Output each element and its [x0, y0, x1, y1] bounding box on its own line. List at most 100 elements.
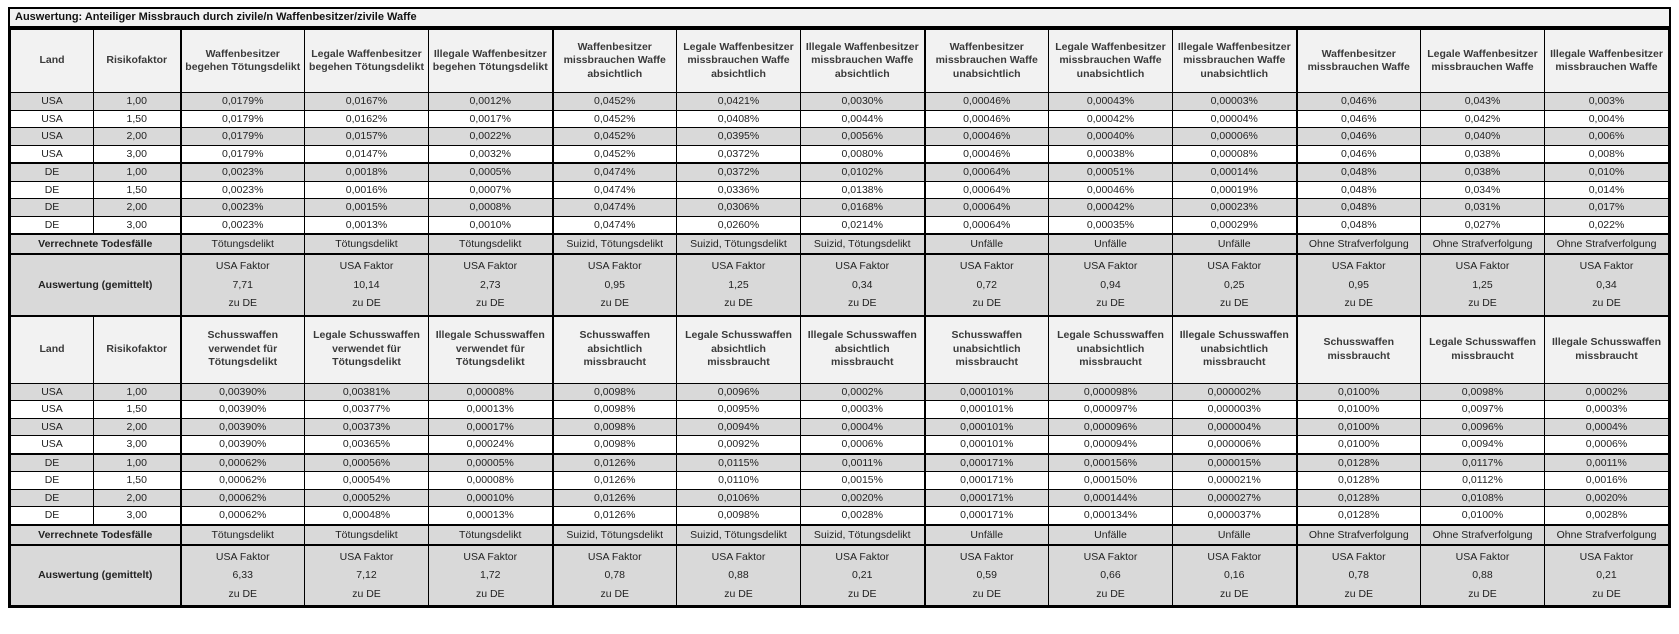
- usa-faktor-value: 0,94: [1100, 278, 1121, 291]
- column-header: Land: [10, 314, 94, 384]
- value-cell: 0,00381%: [304, 382, 429, 401]
- death-category-row: Verrechnete Todesfälle Tötungsdelikt Tötun…: [10, 523, 1669, 545]
- column-header: Schusswaffen absichtlich missbraucht: [551, 314, 677, 384]
- usa-factor-cell: USA Faktor 10,14 zu DE: [304, 253, 429, 316]
- value-cell: 0,00064%: [923, 162, 1049, 182]
- value-cell: 0,00006%: [1172, 127, 1297, 146]
- usa-faktor-value: 0,95: [604, 278, 625, 291]
- death-category-cell: Suizid, Tötungsdelikt: [676, 233, 801, 255]
- value-cell: 0,00052%: [304, 488, 429, 507]
- death-category-cell: Tötungsdelikt: [179, 523, 305, 545]
- usa-factor-cell: USA Faktor 0,95 zu DE: [1295, 253, 1421, 316]
- summary-row: Auswertung (gemittelt) USA Faktor 7,71 zu D…: [10, 253, 1669, 316]
- usa-factor-cell: USA Faktor 0,72 zu DE: [923, 253, 1049, 316]
- value-cell: 0,0028%: [800, 506, 925, 525]
- usa-faktor-caption: USA Faktor: [959, 550, 1014, 563]
- value-cell: 0,0006%: [800, 435, 925, 454]
- value-cell: 0,000098%: [1048, 382, 1173, 401]
- zu-de-caption: zu DE: [724, 297, 753, 309]
- value-cell: 0,042%: [1420, 109, 1545, 128]
- usa-faktor-value: 0,88: [1472, 569, 1493, 581]
- value-cell: 0,0421%: [676, 92, 801, 111]
- usa-faktor-caption: USA Faktor: [215, 550, 270, 563]
- value-cell: 0,0013%: [304, 215, 429, 235]
- column-header: Risikofaktor: [93, 28, 181, 93]
- value-cell: 0,043%: [1420, 92, 1545, 111]
- country-cell: DE: [10, 215, 94, 235]
- usa-faktor-value: 0,88: [728, 569, 749, 581]
- value-cell: 0,00046%: [923, 144, 1049, 164]
- table-row: USA 1,50 0,0179% 0,0162% 0,0017% 0,0452% 0,040…: [10, 109, 1669, 128]
- usa-factor-cell: USA Faktor 0,66 zu DE: [1048, 543, 1173, 606]
- value-cell: 0,0003%: [800, 400, 925, 419]
- death-category-row: Verrechnete Todesfälle Tötungsdelikt Tötun…: [10, 233, 1669, 255]
- usa-faktor-caption: USA Faktor: [587, 260, 642, 272]
- value-cell: 0,0044%: [800, 109, 925, 128]
- riskfactor-cell: 1,00: [93, 382, 181, 401]
- column-header: Illegale Waffenbesitzer missbrauchen Waf…: [1544, 28, 1669, 93]
- column-header: Schusswaffen missbraucht: [1295, 314, 1421, 384]
- riskfactor-cell: 3,00: [93, 144, 181, 164]
- usa-faktor-caption: USA Faktor: [1207, 550, 1262, 563]
- header-row: Land Risikofaktor Waffenbesitzer begehen T…: [10, 28, 1669, 93]
- usa-factor-cell: USA Faktor 1,25 zu DE: [1420, 253, 1545, 316]
- value-cell: 0,0080%: [800, 144, 925, 164]
- value-cell: 0,0336%: [676, 180, 801, 199]
- value-cell: 0,0020%: [1544, 488, 1669, 507]
- value-cell: 0,000021%: [1172, 471, 1297, 490]
- usa-factor-cell: USA Faktor 0,16 zu DE: [1172, 543, 1297, 606]
- value-cell: 0,000015%: [1172, 452, 1297, 472]
- death-category-cell: Suizid, Tötungsdelikt: [800, 523, 925, 545]
- value-cell: 0,0452%: [551, 144, 677, 164]
- usa-faktor-value: 0,78: [1348, 569, 1369, 581]
- value-cell: 0,0157%: [304, 127, 429, 146]
- usa-faktor-value: 0,95: [1348, 278, 1369, 291]
- death-category-cell: Ohne Strafverfolgung: [1544, 233, 1669, 255]
- value-cell: 0,000171%: [923, 488, 1049, 507]
- riskfactor-cell: 3,00: [93, 506, 181, 525]
- value-cell: 0,000037%: [1172, 506, 1297, 525]
- value-cell: 0,0138%: [800, 180, 925, 199]
- usa-faktor-caption: USA Faktor: [835, 550, 890, 563]
- usa-faktor-caption: USA Faktor: [463, 550, 518, 563]
- usa-faktor-value: 1,25: [728, 278, 749, 291]
- zu-de-caption: zu DE: [600, 587, 630, 600]
- value-cell: 0,0117%: [1420, 452, 1545, 472]
- usa-factor-cell: USA Faktor 0,59 zu DE: [923, 543, 1049, 606]
- value-cell: 0,0100%: [1295, 382, 1421, 401]
- usa-factor-cell: USA Faktor 7,12 zu DE: [304, 543, 429, 606]
- table-row: DE 3,00 0,00062% 0,00048% 0,00013% 0,0126% 0,0…: [10, 506, 1669, 525]
- value-cell: 0,000144%: [1048, 488, 1173, 507]
- death-category-label: Verrechnete Todesfälle: [10, 233, 181, 255]
- value-cell: 0,0126%: [551, 488, 677, 507]
- value-cell: 0,000171%: [923, 471, 1049, 490]
- value-cell: 0,0003%: [1544, 400, 1669, 419]
- usa-faktor-caption: USA Faktor: [959, 260, 1014, 272]
- value-cell: 0,00042%: [1048, 198, 1173, 217]
- zu-de-caption: zu DE: [1592, 587, 1621, 600]
- usa-faktor-value: 0,34: [852, 278, 873, 291]
- value-cell: 0,00010%: [428, 488, 553, 507]
- zu-de-caption: zu DE: [724, 587, 753, 600]
- value-cell: 0,000171%: [923, 452, 1049, 472]
- death-category-cell: Ohne Strafverfolgung: [1295, 523, 1421, 545]
- value-cell: 0,0408%: [676, 109, 801, 128]
- usa-faktor-value: 6,33: [232, 569, 253, 581]
- value-cell: 0,00043%: [1048, 92, 1173, 111]
- value-cell: 0,00042%: [1048, 109, 1173, 128]
- value-cell: 0,0096%: [1420, 417, 1545, 436]
- usa-faktor-value: 0,72: [976, 278, 997, 291]
- value-cell: 0,0007%: [428, 180, 553, 199]
- table-body: Land Risikofaktor Waffenbesitzer begehen T…: [10, 28, 1669, 606]
- zu-de-caption: zu DE: [228, 297, 258, 309]
- death-category-cell: Ohne Strafverfolgung: [1544, 523, 1669, 545]
- table-row: DE 2,00 0,0023% 0,0015% 0,0008% 0,0474% 0,0306…: [10, 198, 1669, 217]
- zu-de-caption: zu DE: [1096, 587, 1125, 600]
- value-cell: 0,048%: [1295, 215, 1421, 235]
- value-cell: 0,000171%: [923, 506, 1049, 525]
- value-cell: 0,00377%: [304, 400, 429, 419]
- value-cell: 0,0004%: [800, 417, 925, 436]
- value-cell: 0,00390%: [179, 417, 305, 436]
- value-cell: 0,006%: [1544, 127, 1669, 146]
- zu-de-caption: zu DE: [1219, 297, 1249, 309]
